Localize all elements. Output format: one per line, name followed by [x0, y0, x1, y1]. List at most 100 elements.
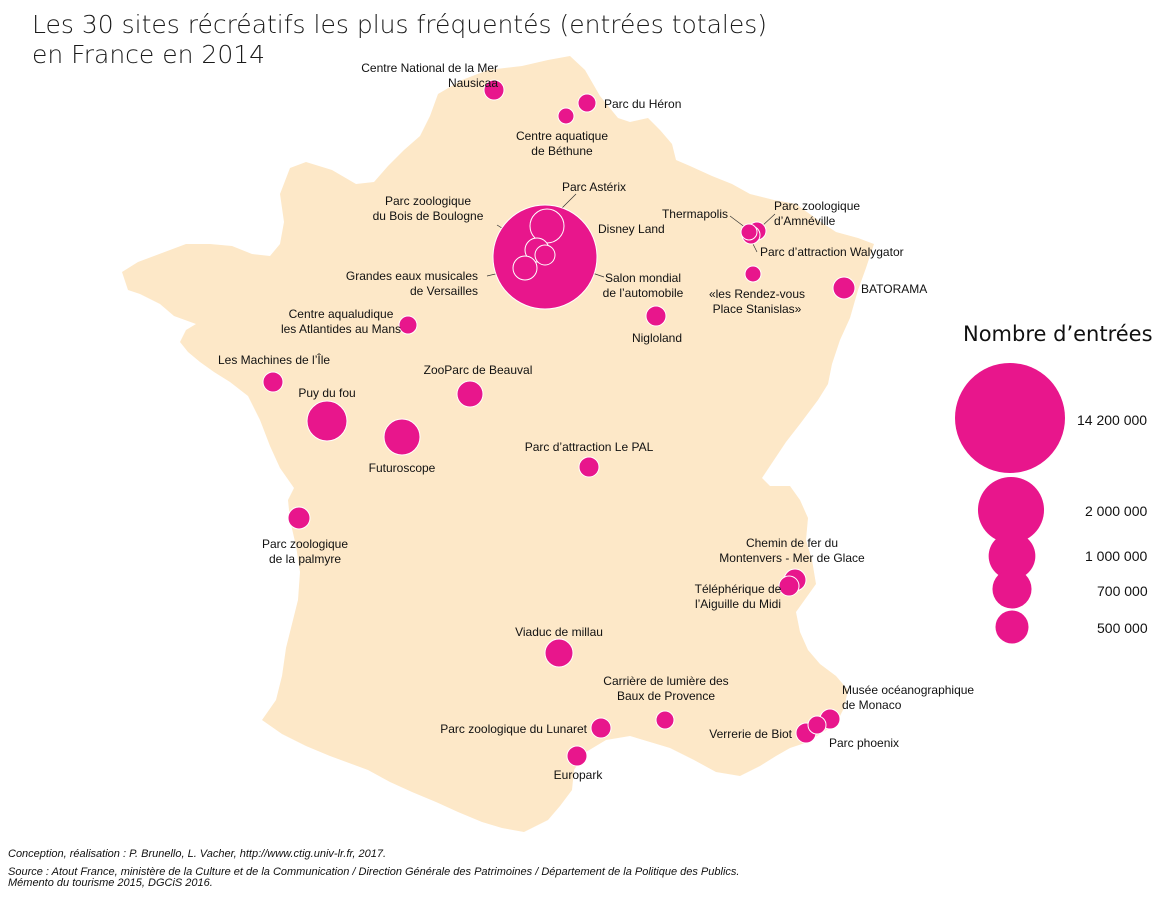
site-label-line: les Atlantides au Mans — [281, 322, 401, 336]
credits-line-1: Conception, réalisation : P. Brunello, L… — [8, 848, 387, 860]
site-circle-machines — [262, 371, 284, 393]
site-circle-lepal — [578, 456, 600, 478]
site-circle-futuroscope — [383, 418, 421, 456]
site-label-line: Chemin de fer du — [746, 536, 838, 550]
site-label-nigloland: Nigloland — [632, 331, 682, 345]
site-label-line: l’Aiguille du Midi — [695, 597, 781, 611]
site-circle-millau — [544, 638, 574, 668]
site-label-line: de Béthune — [531, 144, 593, 158]
site-label-lepal: Parc d’attraction Le PAL — [525, 440, 654, 454]
site-label-line: ZooParc de Beauval — [424, 363, 533, 377]
site-label-line: Centre aquatique — [516, 129, 608, 143]
site-labels: Centre National de la Mer Nausicaa Parc du… — [218, 61, 974, 782]
site-label-line: Les Machines de l’Île — [218, 352, 330, 367]
legend-title: Nombre d’entrées — [963, 322, 1153, 346]
site-label-line: BATORAMA — [861, 282, 927, 296]
site-circle-palmyre — [287, 506, 311, 530]
site-label-line: Centre National de la Mer — [361, 61, 498, 75]
title-line-2: en France en 2014 — [32, 40, 266, 69]
site-label-aiguillemidi: Téléphérique de l’Aiguille du Midi — [695, 582, 782, 611]
map-title: Les 30 sites récréatifs les plus fréquen… — [32, 10, 767, 70]
site-label-line: Parc d’attraction Le PAL — [525, 440, 654, 454]
site-label-asterix: Parc Astérix — [562, 180, 626, 194]
site-label-atlantides: Centre aqualudique les Atlantides au Mans — [281, 307, 401, 336]
legend-value-4: 700 000 — [1097, 583, 1148, 599]
site-label-line: Centre aqualudique — [289, 307, 394, 321]
site-circles — [262, 79, 856, 767]
site-label-walygator: Parc d’attraction Walygator — [760, 245, 904, 259]
site-label-disney: Disney Land — [598, 222, 665, 236]
legend-circle-4 — [992, 569, 1032, 609]
site-circle-nausicaa — [483, 79, 505, 101]
site-circle-lunaret — [590, 717, 612, 739]
site-label-line: Futuroscope — [369, 461, 436, 475]
site-circle-atlantides — [398, 315, 418, 335]
site-label-monaco: Musée océanographique de Monaco — [842, 683, 974, 712]
site-label-lunaret: Parc zoologique du Lunaret — [440, 722, 587, 736]
site-label-line: Europark — [554, 768, 604, 782]
legend-circle-5 — [995, 610, 1029, 644]
site-circle-baux — [655, 710, 675, 730]
site-label-phoenix: Parc phoenix — [829, 736, 899, 750]
site-label-line: de Versailles — [410, 284, 478, 298]
site-label-amneville: Parc zoologique d’Amnéville — [774, 199, 860, 228]
site-circle-stanislas — [744, 265, 762, 283]
site-circle-beauval — [456, 380, 484, 408]
site-label-machines: Les Machines de l’Île — [218, 352, 330, 367]
site-label-stanislas: «les Rendez-vous Place Stanislas» — [709, 287, 805, 316]
site-label-line: Parc zoologique — [262, 537, 348, 551]
site-label-millau: Viaduc de millau — [515, 625, 603, 639]
legend-circle-2 — [977, 476, 1045, 544]
site-circle-thermapolis — [740, 223, 758, 241]
site-label-line: Parc zoologique — [774, 199, 860, 213]
legend-circle-1 — [955, 363, 1065, 473]
site-circle-heron — [577, 93, 597, 113]
site-label-line: Parc phoenix — [829, 736, 899, 750]
site-label-line: d’Amnéville — [774, 214, 836, 228]
legend-circle-3 — [988, 532, 1036, 580]
site-label-line: Thermapolis — [662, 207, 728, 221]
site-label-salon: Salon mondial de l’automobile — [603, 271, 684, 300]
site-label-line: Nausicaa — [448, 76, 498, 90]
legend-value-3: 1 000 000 — [1085, 548, 1148, 564]
site-label-line: de la palmyre — [269, 552, 341, 566]
site-label-line: Parc du Héron — [604, 97, 681, 111]
site-circle-europark — [566, 745, 588, 767]
site-label-line: Baux de Provence — [617, 689, 715, 703]
site-label-heron: Parc du Héron — [604, 97, 681, 111]
site-label-baux: Carrière de lumière des Baux de Provence — [603, 674, 728, 703]
site-label-bethune: Centre aquatique de Béthune — [516, 129, 608, 158]
site-label-line: Salon mondial — [605, 271, 681, 285]
credits-line-3: Mémento du tourisme 2015, DGCiS 2016. — [8, 877, 213, 889]
site-label-palmyre: Parc zoologique de la palmyre — [262, 537, 348, 566]
site-label-line: Parc zoologique — [385, 194, 471, 208]
site-label-line: Verrerie de Biot — [709, 727, 792, 741]
site-circle-versailles — [512, 255, 538, 281]
site-label-line: Musée océanographique — [842, 683, 974, 697]
site-label-line: Place Stanislas» — [713, 302, 802, 316]
site-label-biot: Verrerie de Biot — [709, 727, 792, 741]
site-label-line: Nigloland — [632, 331, 682, 345]
site-circle-bethune — [557, 107, 575, 125]
site-label-line: Parc zoologique du Lunaret — [440, 722, 587, 736]
legend-value-1: 14 200 000 — [1077, 412, 1148, 428]
site-label-line: du Bois de Boulogne — [373, 209, 484, 223]
site-label-line: Disney Land — [598, 222, 665, 236]
site-label-nausicaa: Centre National de la Mer Nausicaa — [361, 61, 498, 90]
site-label-line: Montenvers - Mer de Glace — [719, 551, 865, 565]
credits-line-2: Source : Atout France, ministère de la C… — [8, 866, 740, 878]
site-label-line: Viaduc de millau — [515, 625, 603, 639]
site-label-montenvers: Chemin de fer du Montenvers - Mer de Glac… — [719, 536, 865, 565]
site-label-line: Téléphérique de — [695, 582, 782, 596]
site-label-line: Puy du fou — [298, 386, 355, 400]
site-circle-batorama — [832, 276, 856, 300]
site-label-line: Parc d’attraction Walygator — [760, 245, 904, 259]
site-label-line: Carrière de lumière des — [603, 674, 728, 688]
title-line-1: Les 30 sites récréatifs les plus fréquen… — [32, 10, 768, 39]
site-circle-aiguillemidi — [778, 575, 800, 597]
site-label-line: de l’automobile — [603, 286, 684, 300]
site-label-boulogne: Parc zoologique du Bois de Boulogne — [373, 194, 484, 223]
legend-value-2: 2 000 000 — [1085, 503, 1148, 519]
